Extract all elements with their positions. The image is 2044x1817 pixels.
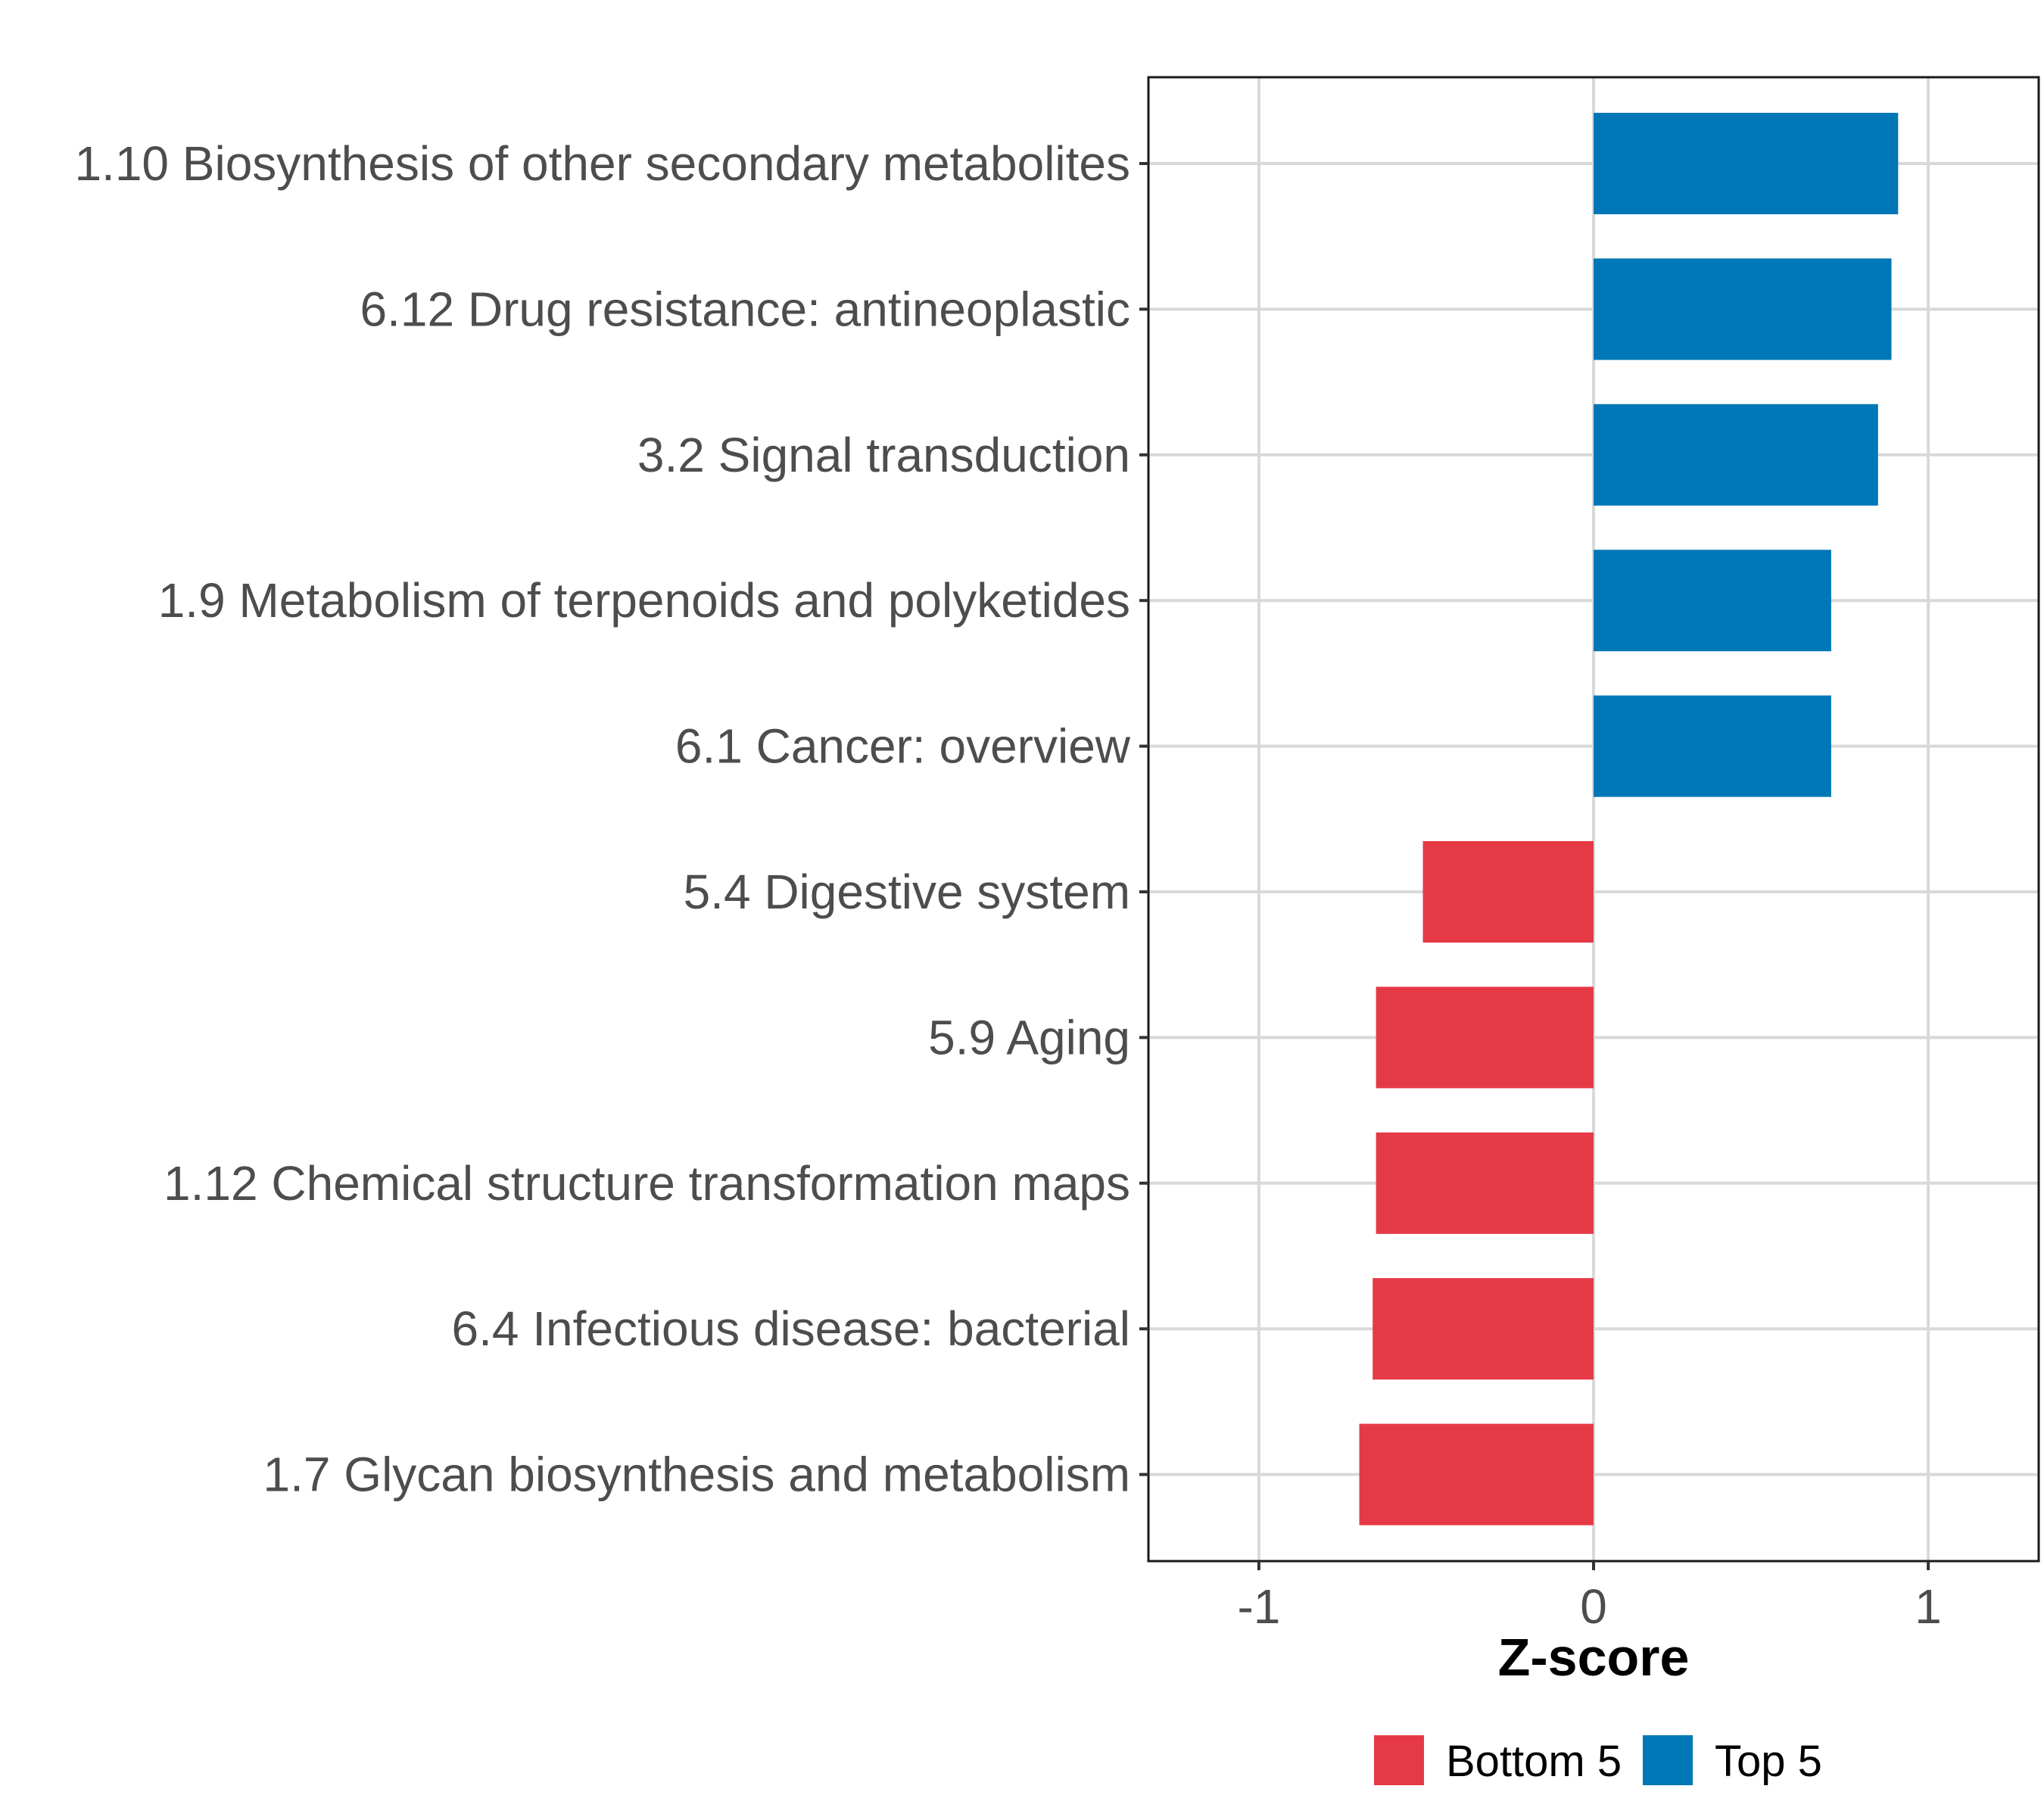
x-tick-label: -1 bbox=[1237, 1579, 1280, 1634]
y-tick-label: 6.12 Drug resistance: antineoplastic bbox=[360, 282, 1130, 336]
bar bbox=[1594, 113, 1899, 214]
bar bbox=[1373, 1278, 1594, 1380]
legend-label: Top 5 bbox=[1715, 1737, 1822, 1786]
bar bbox=[1422, 841, 1594, 943]
legend: Bottom 5 Top 5 bbox=[1374, 1735, 1822, 1786]
x-axis-title: Z-score bbox=[1498, 1628, 1690, 1687]
y-tick-label: 5.4 Digestive system bbox=[684, 865, 1130, 919]
legend-swatch bbox=[1643, 1735, 1693, 1785]
y-tick-label: 6.4 Infectious disease: bacterial bbox=[451, 1301, 1130, 1356]
y-tick-label: 5.9 Aging bbox=[928, 1010, 1130, 1064]
bar bbox=[1594, 695, 1831, 797]
y-tick-label: 1.10 Biosynthesis of other secondary met… bbox=[74, 136, 1130, 191]
bar bbox=[1359, 1423, 1594, 1526]
y-tick-label: 3.2 Signal transduction bbox=[637, 428, 1130, 482]
y-tick-label: 1.12 Chemical structure transformation m… bbox=[164, 1156, 1130, 1211]
y-axis: 1.10 Biosynthesis of other secondary met… bbox=[74, 136, 1148, 1502]
x-axis: -1 0 1 bbox=[1237, 1561, 1942, 1634]
bar bbox=[1594, 404, 1878, 506]
x-tick-label: 0 bbox=[1580, 1579, 1607, 1634]
legend-swatch bbox=[1374, 1735, 1424, 1785]
legend-label: Bottom 5 bbox=[1446, 1737, 1622, 1786]
bar bbox=[1594, 258, 1892, 360]
y-tick-label: 1.7 Glycan biosynthesis and metabolism bbox=[263, 1448, 1130, 1502]
bars bbox=[1359, 113, 1899, 1526]
y-tick-label: 6.1 Cancer: overview bbox=[675, 719, 1131, 774]
x-tick-label: 1 bbox=[1915, 1579, 1942, 1634]
bar bbox=[1376, 986, 1594, 1089]
y-tick-label: 1.9 Metabolism of terpenoids and polyket… bbox=[158, 573, 1130, 628]
bar bbox=[1594, 550, 1831, 652]
bar bbox=[1376, 1132, 1594, 1234]
